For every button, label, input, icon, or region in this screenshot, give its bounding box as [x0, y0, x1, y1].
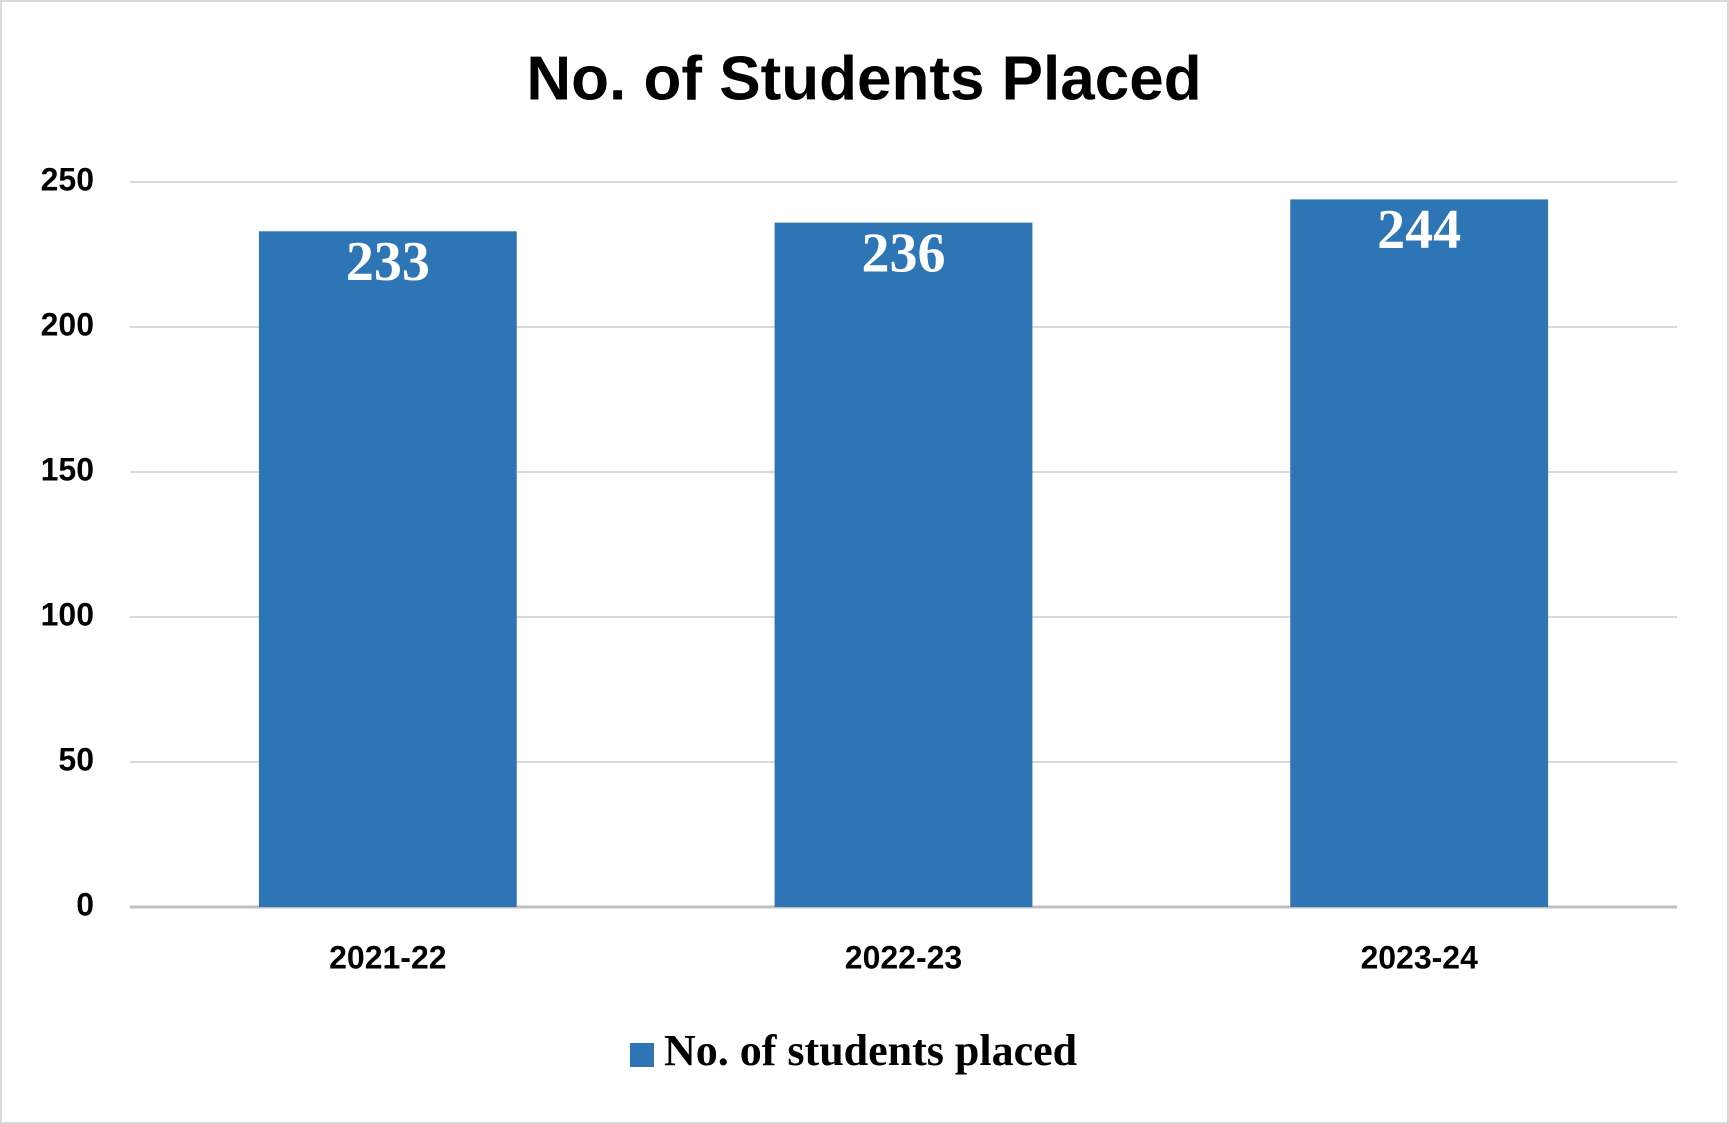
bar	[774, 222, 1033, 908]
legend-swatch	[630, 1043, 654, 1067]
y-tick-label: 250	[41, 161, 94, 197]
bar	[1290, 199, 1549, 907]
y-tick-label: 150	[41, 451, 94, 487]
legend-label: No. of students placed	[664, 1026, 1077, 1075]
y-tick-label: 100	[41, 596, 94, 632]
y-tick-label: 50	[58, 741, 94, 777]
y-tick-label: 0	[76, 886, 94, 922]
chart-title: No. of Students Placed	[526, 44, 1201, 113]
bar	[258, 231, 517, 908]
x-tick-label: 2022-23	[845, 939, 962, 975]
data-label: 236	[862, 222, 946, 284]
x-tick-label: 2023-24	[1360, 939, 1478, 975]
x-tick-label: 2021-22	[329, 939, 446, 975]
data-label: 244	[1377, 199, 1461, 261]
data-label: 233	[346, 231, 430, 293]
y-tick-label: 200	[41, 306, 94, 342]
